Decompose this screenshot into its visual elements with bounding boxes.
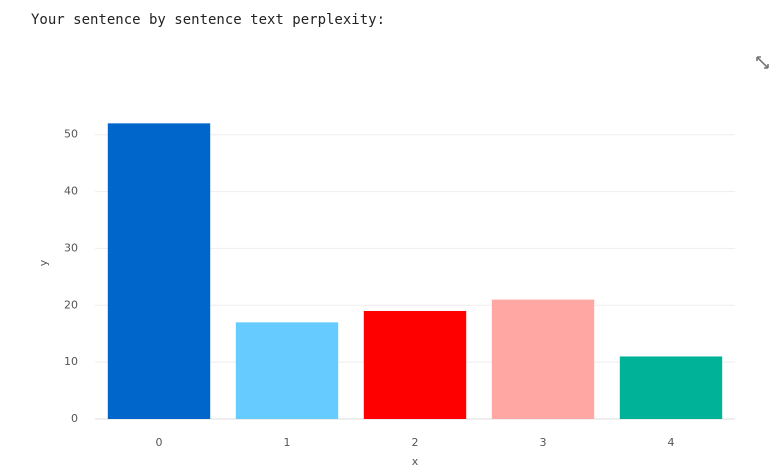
x-tick-label: 2 [412,436,419,449]
x-tick-label: 3 [540,436,547,449]
expand-icon[interactable] [756,56,769,69]
y-tick-label: 30 [64,241,78,254]
chart-title: Your sentence by sentence text perplexit… [31,12,386,28]
bar [107,123,211,419]
y-axis-label: y [37,259,50,266]
x-axis-label: x [412,455,419,466]
x-tick-label: 4 [668,436,675,449]
bar [363,310,467,419]
bar [235,322,339,419]
bar [619,356,723,419]
y-tick-label: 50 [64,128,78,141]
y-tick-label: 10 [64,355,78,368]
bar [491,299,595,419]
y-tick-label: 0 [71,412,78,425]
x-tick-label: 0 [156,436,163,449]
x-tick-label: 1 [284,436,291,449]
y-tick-label: 40 [64,185,78,198]
y-tick-label: 20 [64,298,78,311]
